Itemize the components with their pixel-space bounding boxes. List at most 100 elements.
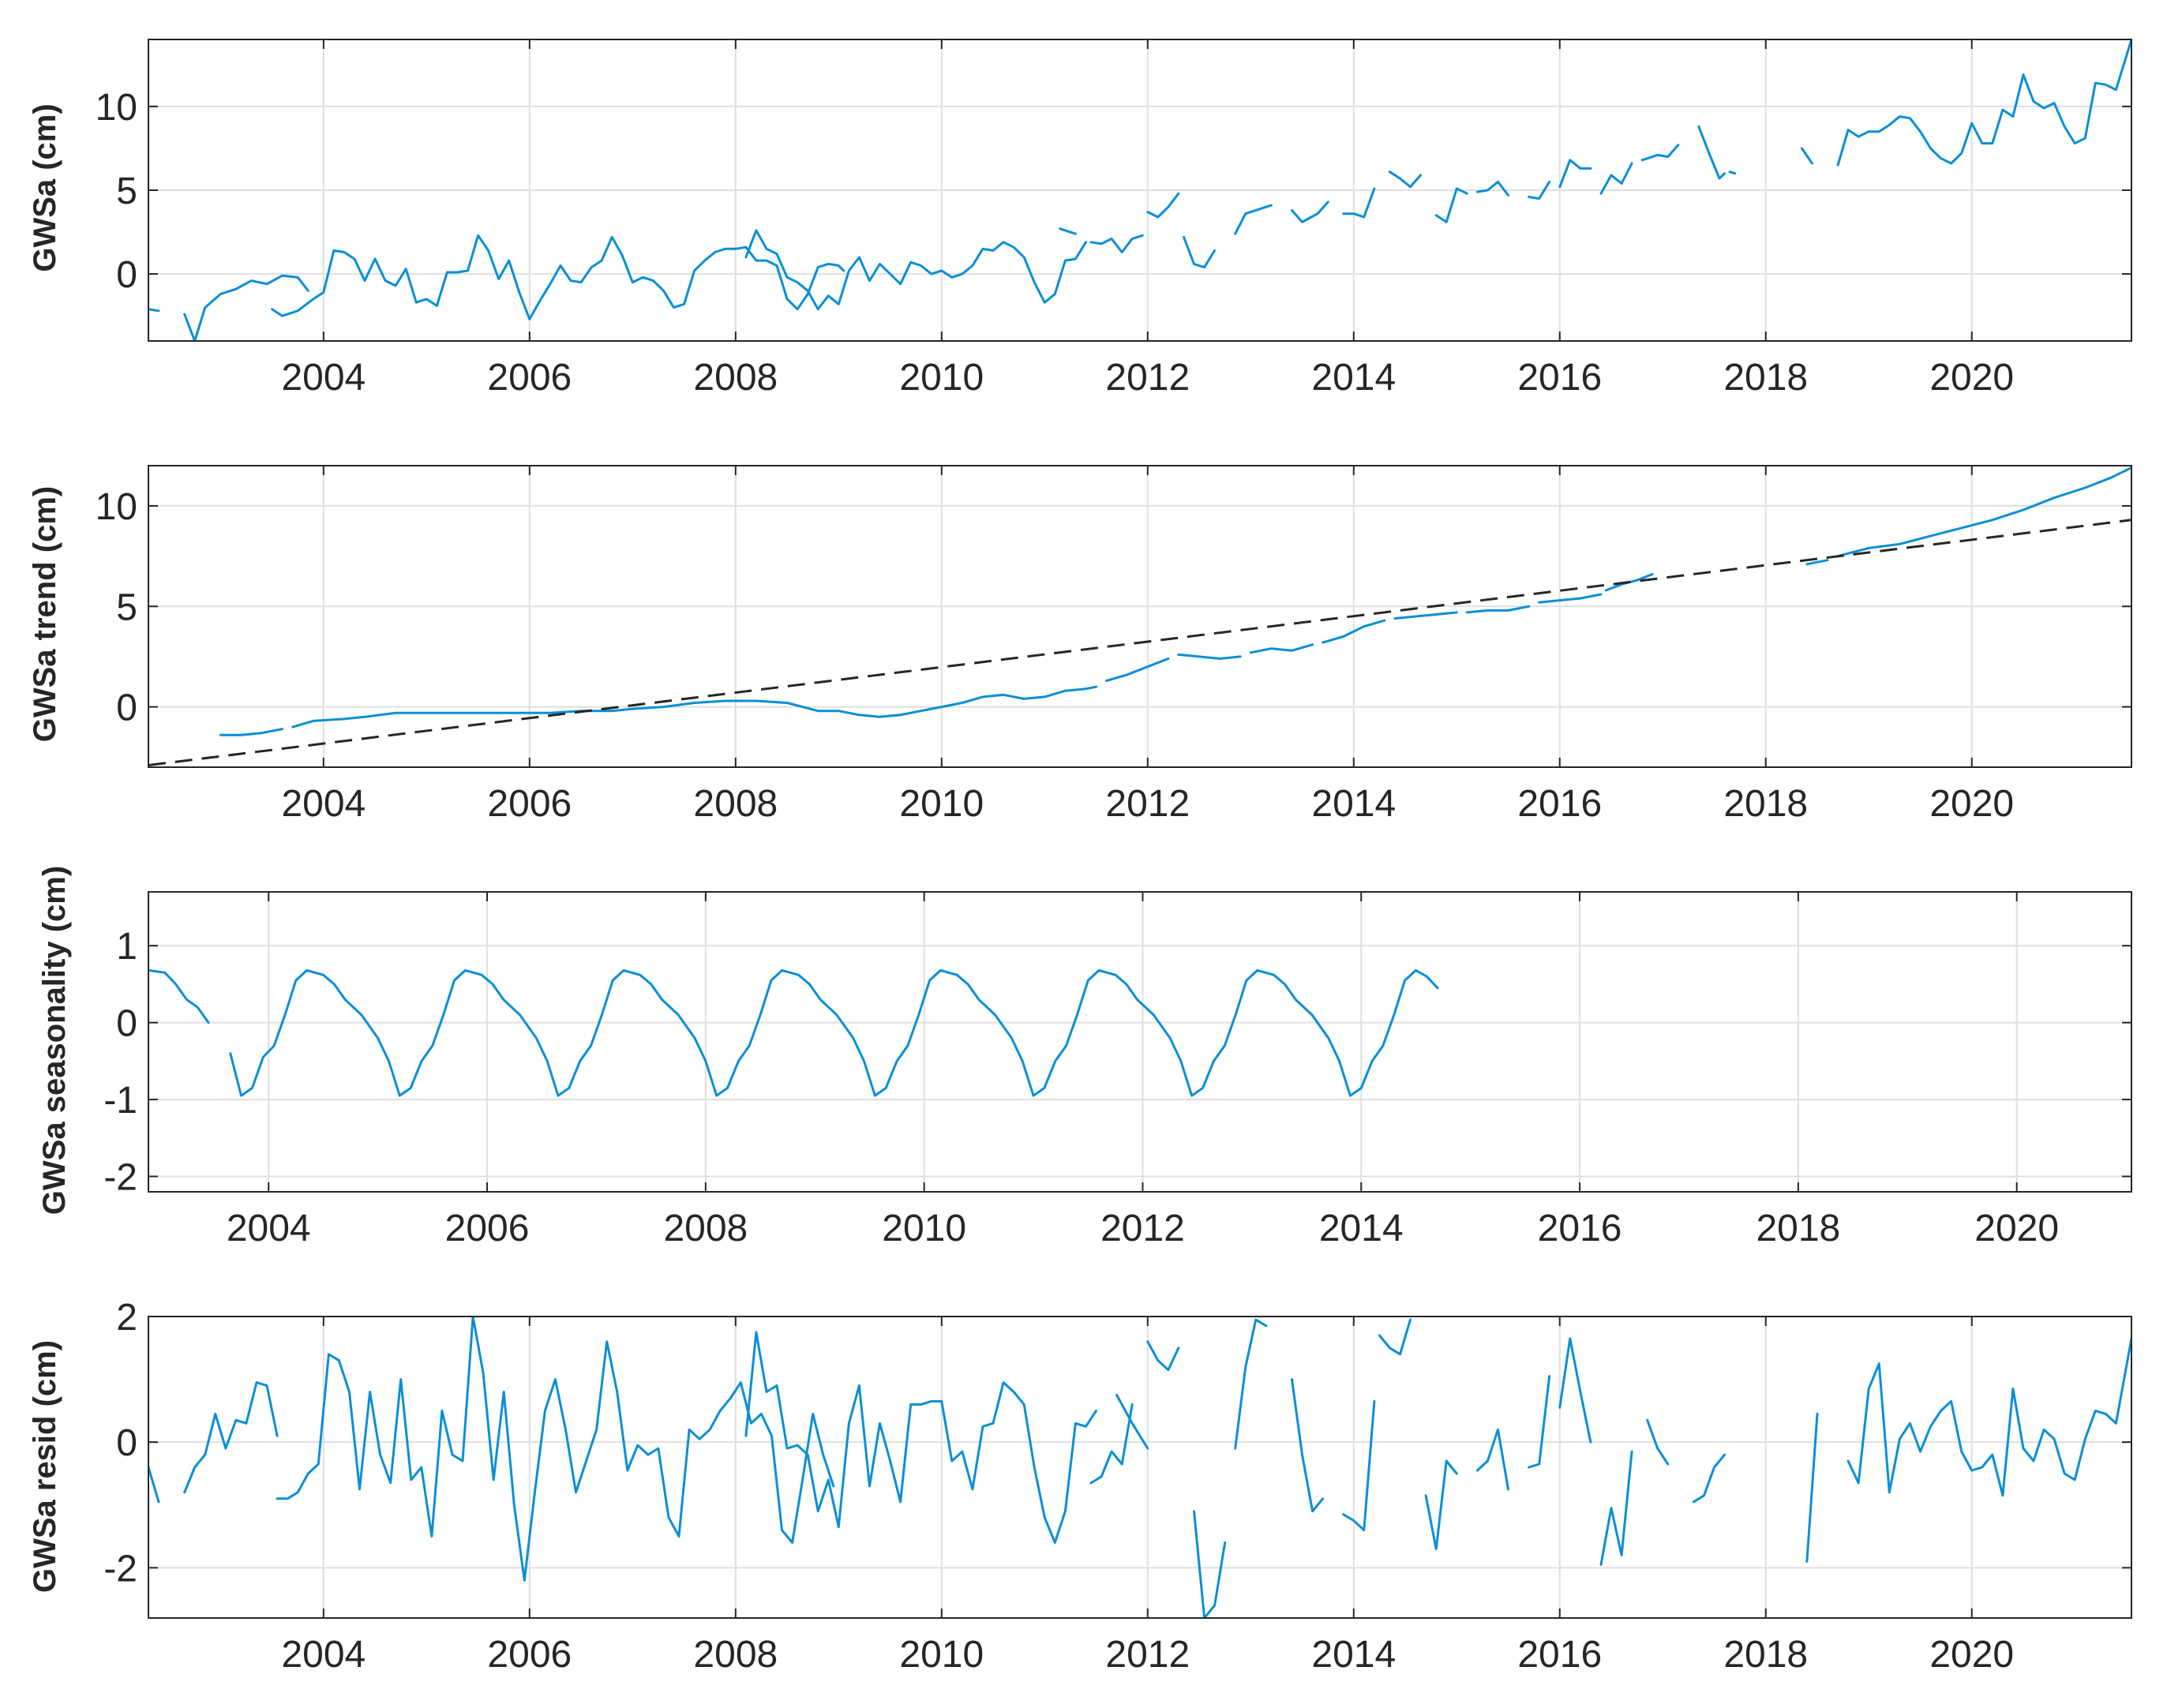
series-segment [1728, 170, 1737, 175]
series-segment [1322, 619, 1386, 644]
x-tick-label: 2018 [1723, 357, 1808, 399]
series-segment [1291, 200, 1329, 223]
series-segment [1528, 1375, 1551, 1469]
series-segment [1291, 1378, 1325, 1513]
series-segment [271, 234, 845, 320]
x-tick-label: 2004 [281, 783, 366, 825]
panel-gwsa-resid: GWSa resid (cm) 2004 2006 2008 2010 2012 2014… [28, 1297, 2132, 1676]
series-segment [1378, 1318, 1412, 1356]
series-segment [1342, 187, 1376, 219]
x-tick-label: 2012 [1105, 357, 1190, 399]
axes-frame [148, 465, 2132, 768]
axes-frame [148, 891, 2132, 1193]
series-segment [1640, 144, 1680, 162]
y-tick-label: 10 [96, 87, 137, 129]
x-tick-label: 2006 [487, 783, 572, 825]
panel-gwsa-trend: GWSa trend (cm) 2004 2006 2008 2010 2012 2014… [28, 465, 2132, 825]
series-segment [1558, 159, 1592, 189]
series-segment [1692, 1453, 1726, 1504]
x-tick-label: 2012 [1100, 1208, 1185, 1249]
series-segment [1193, 1510, 1227, 1618]
series-segment [1146, 1340, 1180, 1372]
x-tick-label: 2010 [899, 783, 984, 825]
panel-gwsa-seasonality: GWSa seasonality (cm) 2004 2006 2008 2010 20… [37, 866, 2132, 1249]
x-tick-label: 2016 [1517, 357, 1602, 399]
y-tick-label: 10 [96, 486, 137, 528]
series-segment [1388, 170, 1423, 189]
series-segment [148, 968, 210, 1024]
series-segment [183, 1381, 279, 1494]
x-tick-label: 2004 [281, 357, 366, 399]
series-segment [1475, 180, 1509, 197]
series-segment [1234, 1318, 1268, 1450]
series-segment [1183, 235, 1217, 269]
series-segment [1059, 227, 1077, 235]
x-tick-label: 2020 [1974, 1208, 2059, 1249]
series-segment [1475, 1428, 1509, 1491]
y-tick-label: -2 [103, 1548, 137, 1590]
x-tick-label: 2010 [899, 357, 984, 399]
y-tick-label: 5 [116, 170, 137, 212]
x-tick-label: 2016 [1517, 783, 1602, 825]
series-segment [1424, 1459, 1458, 1550]
series-segment [291, 685, 1097, 729]
x-tick-label: 2006 [445, 1208, 530, 1249]
x-tick-label: 2014 [1319, 1208, 1404, 1249]
y-tick-label: 2 [116, 1297, 137, 1339]
series-segment [1800, 147, 1813, 165]
x-tick-label: 2012 [1105, 783, 1190, 825]
x-tick-label: 2016 [1538, 1208, 1622, 1249]
x-tick-label: 2020 [1929, 783, 2014, 825]
series-segment [1146, 192, 1180, 219]
series-segment [1115, 1394, 1149, 1450]
x-tick-label: 2016 [1517, 1634, 1602, 1676]
series-segment [1177, 653, 1242, 660]
series-segment [1465, 605, 1531, 614]
x-tick-label: 2008 [693, 783, 778, 825]
series-segment [1646, 1418, 1670, 1466]
y-tick-label: 5 [116, 586, 137, 628]
axes-frame [148, 1316, 2132, 1619]
y-tick-label: 0 [116, 687, 137, 729]
series-segment [1599, 162, 1633, 195]
series-segment [1393, 611, 1458, 620]
x-tick-label: 2008 [693, 1634, 778, 1676]
x-tick-label: 2010 [899, 1634, 984, 1676]
y-tick-label: 0 [116, 254, 137, 296]
series-segment [1234, 204, 1273, 235]
y-tick-label: -2 [103, 1157, 137, 1199]
series-segment [1599, 1450, 1633, 1566]
x-tick-label: 2020 [1929, 357, 2014, 399]
series-segment [744, 1331, 1097, 1544]
x-tick-label: 2006 [487, 1634, 572, 1676]
series-segment [1836, 466, 2131, 558]
series-segment [1846, 1337, 2131, 1497]
series-segment [1342, 1399, 1376, 1532]
y-tick-label: 1 [116, 926, 137, 968]
x-tick-label: 2020 [1929, 1634, 2014, 1676]
y-axis-label: GWSa (cm) [28, 103, 62, 272]
series-segment [1434, 187, 1468, 223]
y-tick-label: 0 [116, 1003, 137, 1045]
x-tick-label: 2006 [487, 357, 572, 399]
y-axis-label: GWSa trend (cm) [28, 486, 62, 742]
y-axis-label: GWSa resid (cm) [28, 1340, 62, 1593]
series-segment [1697, 125, 1726, 180]
y-tick-label: 0 [116, 1422, 137, 1464]
x-tick-label: 2014 [1311, 1634, 1396, 1676]
series-segment [1805, 1412, 1819, 1563]
series-segment [148, 308, 160, 313]
series-segment [1249, 643, 1314, 654]
series-segment [1089, 1403, 1134, 1485]
x-tick-label: 2018 [1723, 783, 1808, 825]
x-tick-label: 2004 [281, 1634, 366, 1676]
x-tick-label: 2018 [1756, 1208, 1840, 1249]
series-segment [183, 274, 309, 341]
series-segment [1538, 593, 1603, 604]
panel-gwsa: GWSa (cm) 2004 2006 2008 2010 2012 2014 2016 20… [28, 39, 2132, 399]
y-tick-label: -1 [103, 1080, 137, 1122]
series-segment [219, 728, 284, 736]
x-tick-label: 2010 [882, 1208, 966, 1249]
series-segment [1105, 657, 1170, 682]
